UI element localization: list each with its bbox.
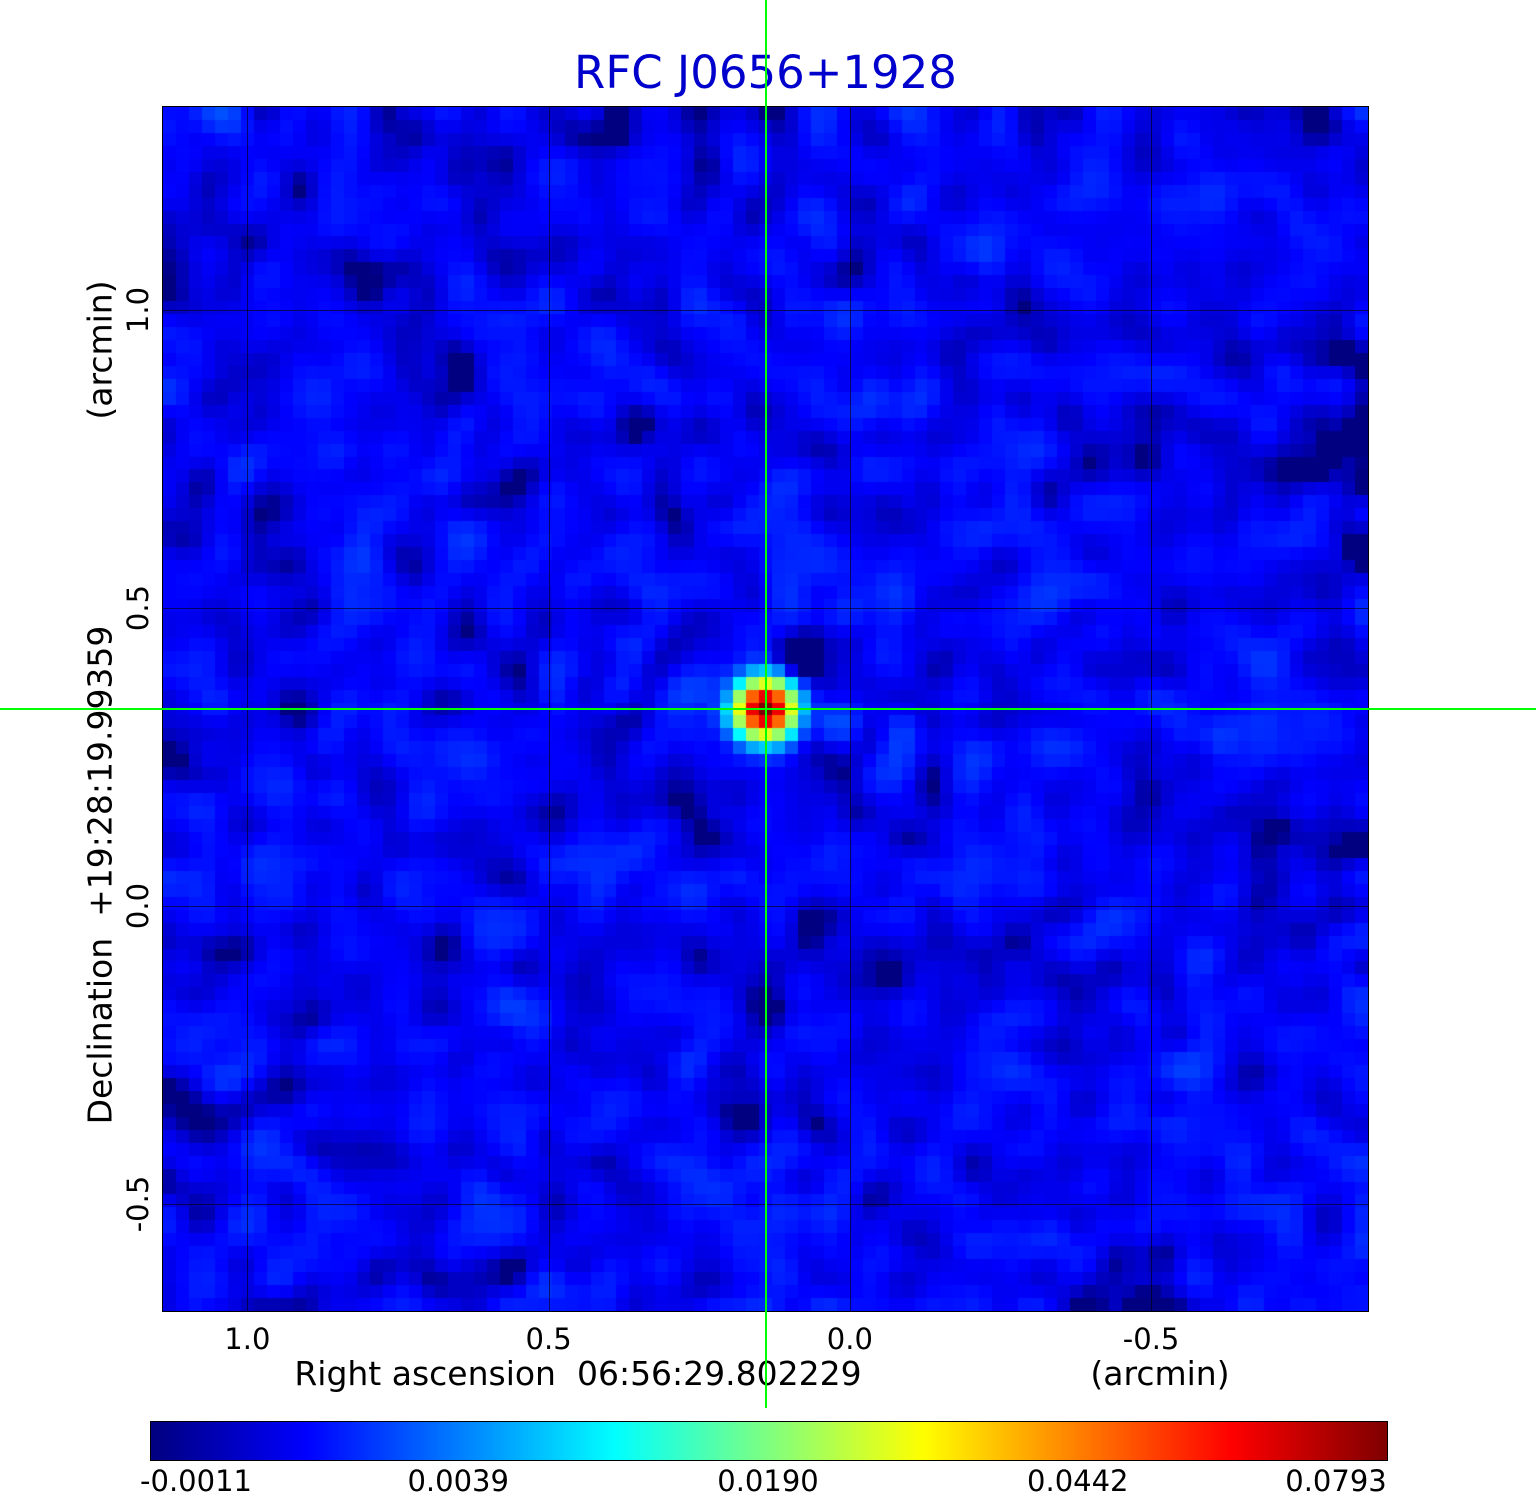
colorbar-tick-label: 0.0793	[1285, 1464, 1387, 1498]
x-tick-label: 1.0	[224, 1322, 271, 1356]
x-tick-label: 0.5	[525, 1322, 572, 1356]
crosshair-vertical-line	[764, 0, 767, 1408]
x-axis-label: Right ascension 06:56:29.802229	[294, 1354, 862, 1393]
y-tick-label: 0.0	[121, 882, 155, 929]
x-axis-unit-label: (arcmin)	[1090, 1354, 1230, 1393]
y-tick-label: 1.0	[121, 286, 155, 333]
colorbar-tick-label: 0.0442	[1027, 1464, 1129, 1498]
colorbar-tick-label: 0.0190	[717, 1464, 819, 1498]
colorbar-tick-label: -0.0011	[140, 1464, 252, 1498]
y-tick-label: 0.5	[121, 584, 155, 631]
y-axis-unit-label: (arcmin)	[80, 280, 120, 420]
y-axis-label: Declination +19:28:19.99359	[80, 625, 120, 1125]
colorbar-tick-label: 0.0039	[407, 1464, 509, 1498]
y-tick-label: -0.5	[121, 1175, 155, 1232]
x-tick-label: 0.0	[826, 1322, 873, 1356]
crosshair-horizontal-line	[0, 708, 1536, 710]
chart-title: RFC J0656+1928	[574, 46, 957, 99]
colorbar	[150, 1421, 1388, 1461]
x-tick-label: -0.5	[1122, 1322, 1180, 1356]
colorbar-gradient	[151, 1422, 1387, 1460]
